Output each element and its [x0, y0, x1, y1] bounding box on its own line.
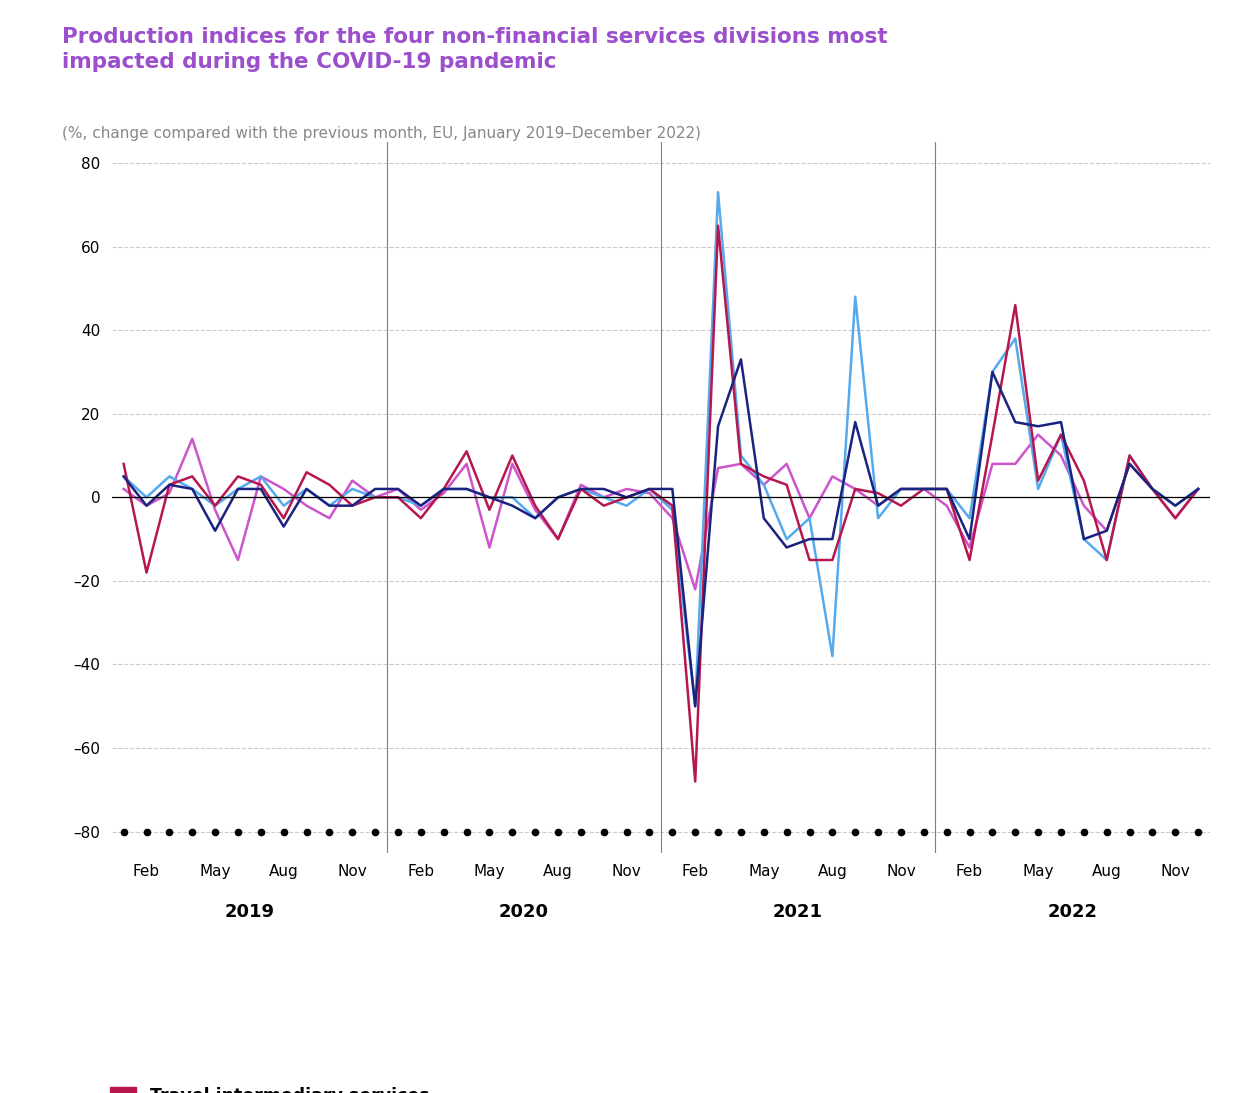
- Legend: Travel intermediary services, Audio-visual activities, Food and beverage service: Travel intermediary services, Audio-visu…: [110, 1086, 429, 1093]
- Text: 2019: 2019: [224, 903, 274, 920]
- Text: (%, change compared with the previous month, EU, January 2019–December 2022): (%, change compared with the previous mo…: [62, 126, 701, 141]
- Text: 2021: 2021: [773, 903, 823, 920]
- Text: 2020: 2020: [499, 903, 549, 920]
- Text: Production indices for the four non-financial services divisions most
impacted d: Production indices for the four non-fina…: [62, 27, 888, 72]
- Text: 2022: 2022: [1047, 903, 1097, 920]
